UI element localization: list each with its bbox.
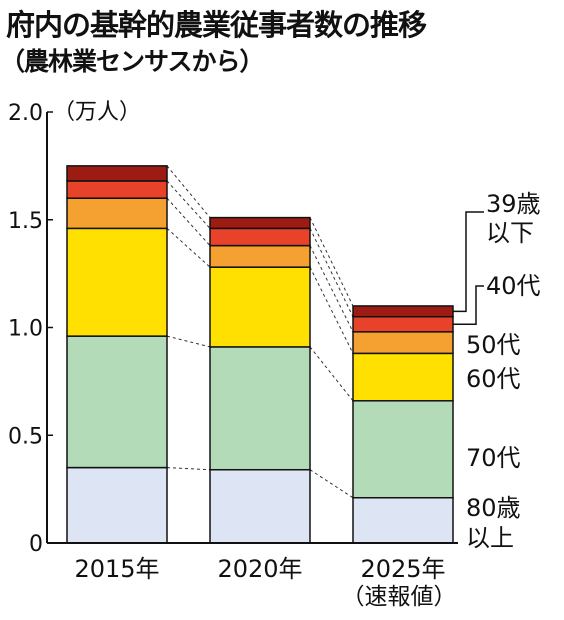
series-label: 40代 [486,272,541,300]
y-tick-label: 0.5 [8,424,43,449]
connector-line [166,165,211,218]
connector-line [166,467,211,471]
y-tick-label: 1.0 [8,317,43,342]
bar-segment [209,216,311,230]
bar-segment [66,197,168,230]
chart-subtitle: （農林業センサスから） [0,47,265,76]
bar-segment [209,468,311,544]
bar-segment [66,180,168,199]
bar-segment [66,335,168,469]
bar-segment [66,227,168,337]
bar-segment [209,244,311,268]
connector-line [309,228,354,317]
x-tick-label: 2015年 [74,555,159,583]
bar-segment [352,352,454,402]
bar-segment [352,400,454,499]
connector-line [309,346,354,402]
series-label: 60代 [466,365,521,393]
bar-segment [66,466,168,544]
connector-line [309,245,354,333]
series-label: 70代 [466,444,521,472]
connector-line [309,217,354,307]
leader-line [453,285,484,326]
y-tick-label: 2.0 [8,101,43,126]
connector-line [166,180,211,229]
x-tick-label: 2020年 [217,555,302,583]
connector-line [166,197,211,246]
connector-line [309,469,354,499]
chart-title: 府内の基幹的農業従事者数の推移 [6,8,427,42]
bar-segment [66,165,168,182]
connector-line [309,266,354,354]
y-tick-label: 1.5 [8,209,43,234]
bar-segment [209,227,311,247]
bar-segment [209,346,311,471]
series-label: 以下 [486,219,534,247]
series-label: 39歳 [486,190,541,218]
series-label: 80歳 [466,494,521,522]
bar-segment [352,315,454,333]
leader-line [453,211,484,313]
bar-segment [352,496,454,544]
x-tick-label: 2025年 [360,555,445,583]
series-label: 50代 [466,331,521,359]
bar-segment [209,266,311,348]
series-label: 以上 [466,524,514,552]
bar-segment [352,305,454,318]
bar-segment [352,331,454,355]
x-tick-note: （速報値） [342,584,457,610]
y-tick-label: 0 [29,532,43,557]
connector-line [166,227,211,268]
connector-line [166,335,211,348]
y-unit-label: （万人） [53,100,141,125]
